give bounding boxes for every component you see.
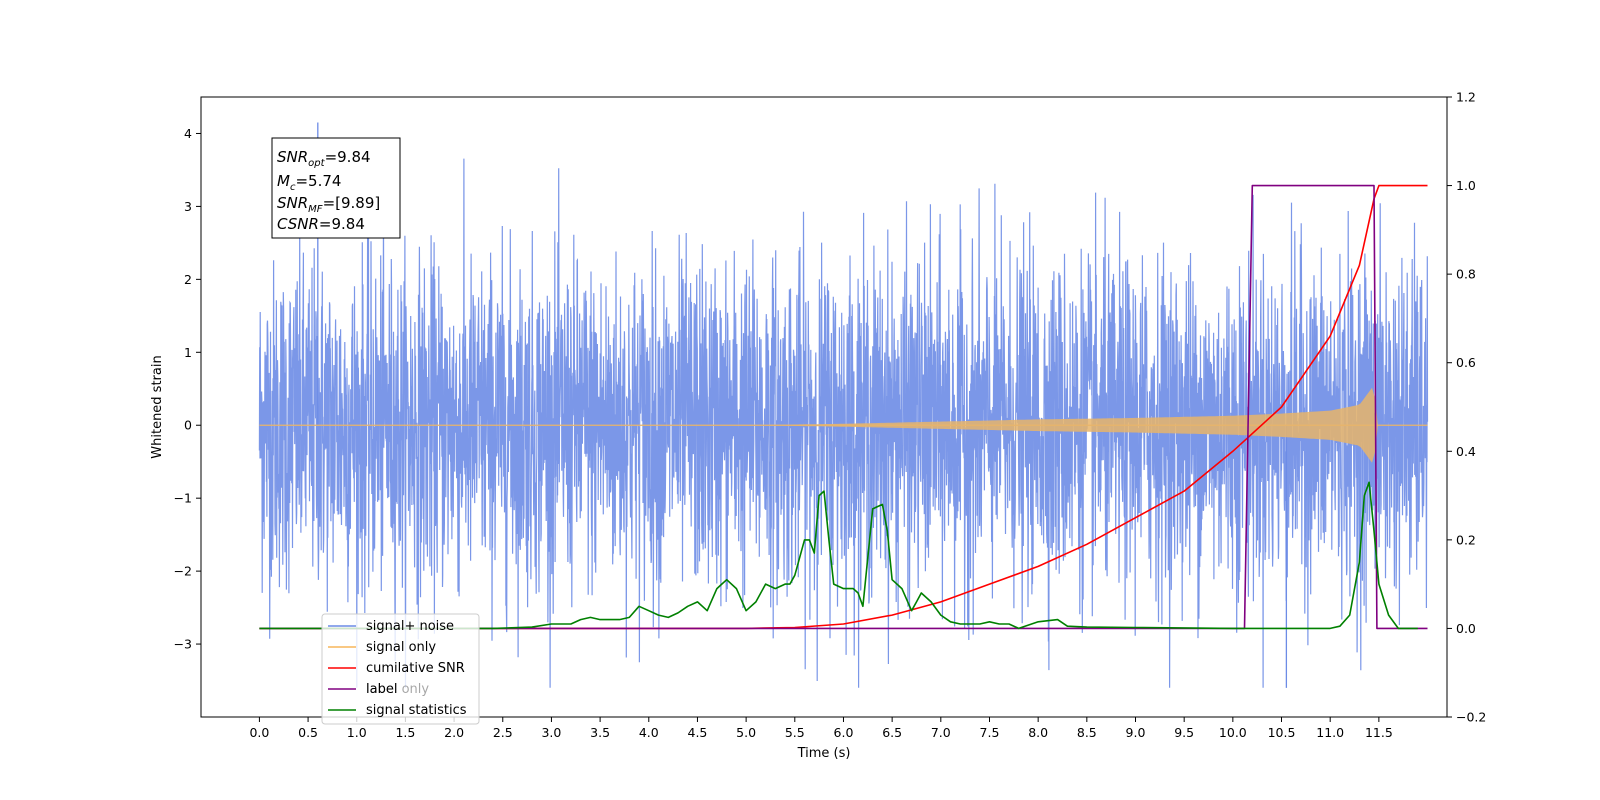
y-tick-label: −3	[174, 637, 192, 652]
x-tick-label: 1.5	[395, 725, 415, 740]
axes-frame	[200, 96, 1448, 718]
y-tick-label: −2	[174, 564, 192, 579]
y2-tick-label: 1.2	[1456, 90, 1476, 105]
y-tick-label: 2	[184, 272, 192, 287]
annotation-line: Mc=5.74	[277, 172, 341, 193]
y-axis-label: Whitened strain	[150, 355, 165, 458]
annotation-line: SNRopt=9.84	[277, 148, 371, 169]
x-tick-label: 3.0	[541, 725, 561, 740]
plot-area	[258, 122, 1429, 688]
signal-statistics-line	[259, 481, 1418, 630]
x-tick-label: 11.0	[1316, 725, 1344, 740]
tick-marks: 0.0 0.5 1.0 1.5 2.0 2.5 3.0 3.5 4.0 4.5 5.0 5.5 6.0 6…	[174, 90, 1487, 741]
x-tick-label: 9.5	[1174, 725, 1194, 740]
x-tick-label: 8.0	[1028, 725, 1048, 740]
x-tick-label: 4.0	[639, 725, 659, 740]
y2-tick-label: 0.8	[1456, 267, 1476, 282]
x-tick-label: 4.5	[688, 725, 708, 740]
x-tick-label: 1.0	[347, 725, 367, 740]
y2-tick-label: 0.2	[1456, 532, 1476, 547]
x-tick-label: 9.0	[1126, 725, 1146, 740]
signal-noise-line	[258, 158, 1429, 688]
x-tick-label: 10.5	[1268, 725, 1296, 740]
legend-entry: label only label	[328, 682, 429, 697]
legend-entry: signal+ noise	[328, 619, 454, 634]
x-tick-label: 11.5	[1365, 725, 1393, 740]
x-tick-label: 3.5	[590, 725, 610, 740]
y2-tick-label: 0.4	[1456, 444, 1476, 459]
svg-text:cumilative SNR: cumilative SNR	[366, 661, 465, 676]
x-tick-label: 0.5	[298, 725, 318, 740]
annotation-box: SNRopt=9.84 Mc=5.74 SNRMF=[9.89] CSNR=9.…	[271, 137, 401, 239]
x-tick-label: 5.5	[785, 725, 805, 740]
legend-entry: signal statistics	[328, 703, 467, 718]
y-tick-label: 0	[184, 418, 192, 433]
label-line	[259, 184, 1428, 630]
x-tick-label: 7.0	[931, 725, 951, 740]
annotation-line: SNRMF=[9.89]	[277, 194, 380, 215]
legend-entry: signal only	[328, 640, 436, 655]
x-axis-label: Time (s)	[797, 746, 851, 761]
y2-tick-label: −0.2	[1456, 710, 1486, 725]
y-tick-label: 1	[184, 345, 192, 360]
cumilative-snr-line	[259, 184, 1428, 630]
x-tick-label: 6.0	[834, 725, 854, 740]
x-tick-label: 8.5	[1077, 725, 1097, 740]
x-tick-label: 2.0	[444, 725, 464, 740]
y2-tick-label: 0.0	[1456, 621, 1476, 636]
legend-entry: cumilative SNR	[328, 661, 465, 676]
y-tick-label: 3	[184, 199, 192, 214]
y-tick-label: 4	[184, 126, 192, 141]
legend: signal+ noise signal only cumilative SNR…	[321, 613, 480, 725]
x-tick-label: 6.5	[882, 725, 902, 740]
svg-text:signal statistics: signal statistics	[366, 703, 467, 718]
svg-text:label: label	[366, 682, 397, 697]
x-tick-label: 0.0	[249, 725, 269, 740]
y-tick-label: −1	[174, 491, 192, 506]
x-tick-label: 7.5	[980, 725, 1000, 740]
svg-text:label only: label only	[366, 682, 429, 697]
svg-text:signal only: signal only	[366, 640, 436, 655]
y2-tick-label: 0.6	[1456, 355, 1476, 370]
legend-frame	[321, 613, 480, 725]
x-tick-label: 5.0	[736, 725, 756, 740]
annotation-line: CSNR=9.84	[277, 215, 365, 233]
x-tick-label: 2.5	[493, 725, 513, 740]
x-tick-label: 10.0	[1219, 725, 1247, 740]
y2-tick-label: 1.0	[1456, 178, 1476, 193]
series-group	[258, 122, 1429, 688]
svg-text:signal+ noise: signal+ noise	[366, 619, 454, 634]
